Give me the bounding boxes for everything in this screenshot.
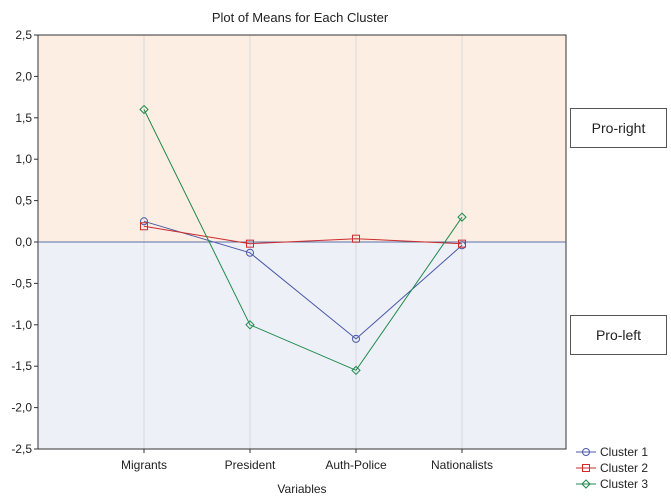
legend: Cluster 1 Cluster 2 Cluster 3 — [576, 445, 648, 491]
legend-marker — [581, 479, 591, 489]
data-point-cluster-3 — [351, 365, 361, 376]
series-line-cluster-3 — [143, 109, 463, 371]
y-tick-label: 2,0 — [15, 69, 32, 83]
y-tick-label: -0,5 — [11, 276, 32, 290]
x-axis-label: Variables — [277, 482, 326, 496]
data-point-cluster-2 — [352, 234, 360, 243]
data-point-cluster-3 — [245, 320, 255, 330]
legend-label: Cluster 3 — [600, 477, 648, 491]
legend-marker — [582, 448, 590, 456]
y-tick-label: -2,5 — [11, 442, 32, 456]
data-point-cluster-2 — [246, 239, 254, 248]
y-tick-label: -1,5 — [11, 359, 32, 373]
y-tick-label: -1,0 — [11, 318, 32, 332]
y-tick-label: 2,5 — [15, 28, 32, 42]
x-tick-label: President — [225, 458, 276, 472]
data-point-cluster-1 — [352, 334, 360, 343]
legend-marker — [582, 464, 590, 472]
y-tick-label: 1,0 — [15, 152, 32, 166]
chart-title: Plot of Means for Each Cluster — [212, 10, 389, 25]
legend-label: Cluster 2 — [600, 461, 648, 475]
x-tick-label: Migrants — [121, 458, 167, 472]
series-line-cluster-2 — [143, 225, 463, 245]
pro-left-label: Pro-left — [570, 315, 667, 355]
x-tick-label: Nationalists — [431, 458, 493, 472]
x-tick-label: Auth-Police — [325, 458, 387, 472]
y-tick-label: -2,0 — [11, 401, 32, 415]
data-point-cluster-2 — [458, 239, 466, 248]
series-line-cluster-1 — [143, 220, 463, 340]
y-tick-label: 0,0 — [15, 235, 32, 249]
positive-band — [38, 35, 566, 242]
data-point-cluster-3 — [457, 212, 467, 222]
data-point-cluster-1 — [140, 217, 148, 226]
legend-label: Cluster 1 — [600, 445, 648, 459]
y-tick-label: 0,5 — [15, 194, 32, 208]
data-point-cluster-1 — [246, 248, 254, 257]
pro-right-label: Pro-right — [570, 108, 667, 148]
data-point-cluster-3 — [139, 104, 149, 115]
y-tick-label: 1,5 — [15, 111, 32, 125]
negative-band — [38, 242, 566, 449]
data-point-cluster-2 — [140, 222, 148, 231]
